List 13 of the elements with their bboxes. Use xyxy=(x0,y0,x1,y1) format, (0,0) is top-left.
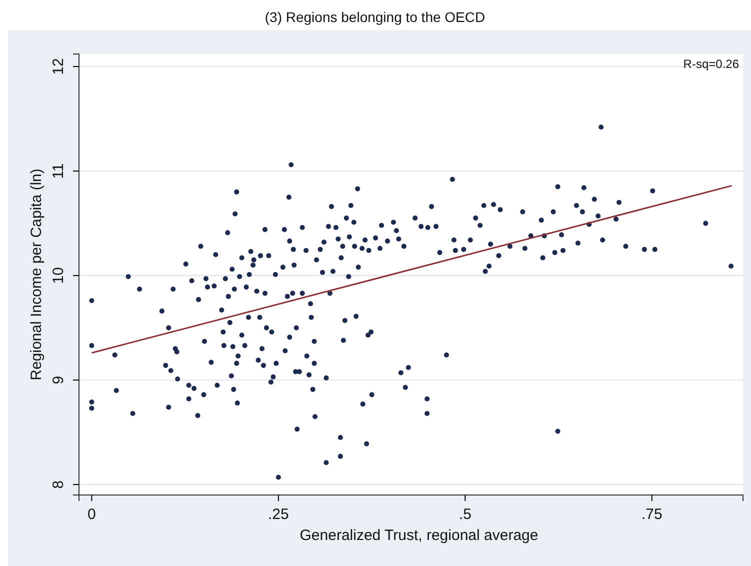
x-tick-label: .25 xyxy=(268,506,289,523)
y-tick-label: 8 xyxy=(50,480,67,489)
x-tick-label: 0 xyxy=(88,506,96,523)
y-tick-label: 10 xyxy=(50,267,67,284)
x-axis-title: Generalized Trust, regional average xyxy=(300,527,538,544)
y-tick-label: 11 xyxy=(50,163,67,179)
x-tick-label: .75 xyxy=(641,506,662,523)
y-tick-label: 12 xyxy=(50,58,67,75)
annotation: R-sq=0.26 xyxy=(683,57,740,71)
chart-title: (3) Regions belonging to the OECD xyxy=(264,9,486,25)
y-tick-label: 9 xyxy=(50,376,67,384)
x-tick-label: .5 xyxy=(458,506,472,523)
y-axis-title: Regional Income per Capita (ln) xyxy=(28,168,45,380)
